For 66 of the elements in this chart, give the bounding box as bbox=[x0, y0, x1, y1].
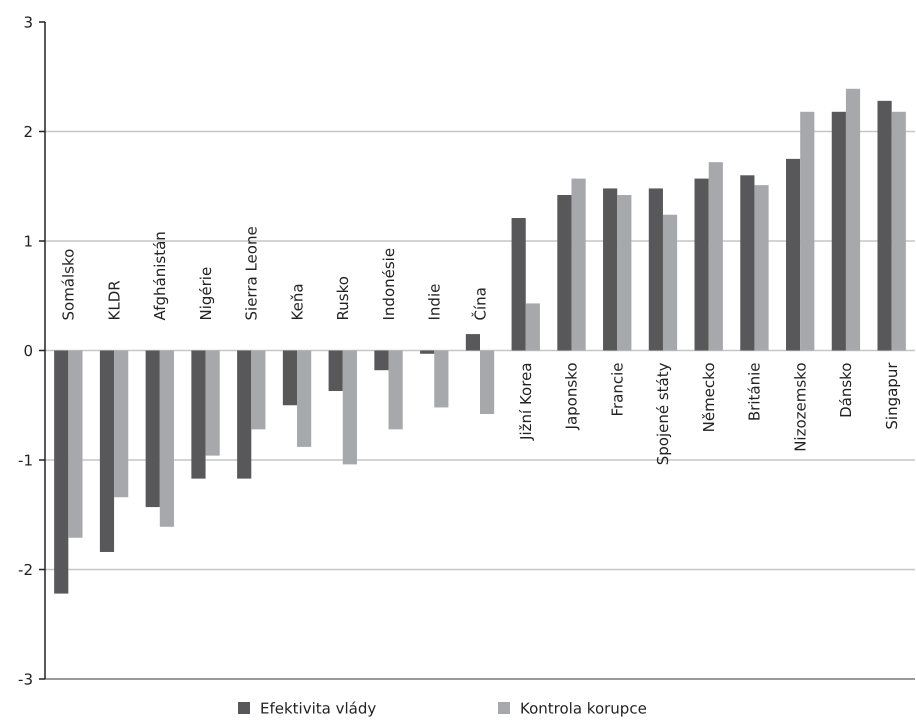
bar bbox=[388, 350, 403, 430]
legend-label: Kontrola korupce bbox=[520, 699, 647, 718]
x-tick-label: Spojené státy bbox=[654, 362, 672, 466]
bar bbox=[237, 350, 252, 479]
bar bbox=[100, 350, 114, 552]
bar bbox=[434, 350, 448, 408]
bar bbox=[708, 162, 723, 350]
y-tick-label: -3 bbox=[18, 670, 33, 688]
x-tick-label: Nigérie bbox=[196, 266, 215, 320]
y-tick-label: -1 bbox=[18, 451, 33, 470]
bar bbox=[892, 112, 906, 350]
bar bbox=[557, 195, 572, 350]
bar bbox=[617, 195, 632, 350]
bar bbox=[832, 112, 846, 350]
bar bbox=[54, 350, 68, 594]
x-tick-label: Sierra Leone bbox=[242, 226, 261, 320]
y-tick-label: 2 bbox=[23, 122, 33, 141]
x-tick-label: Japonsko bbox=[562, 362, 581, 430]
x-tick-label: KLDR bbox=[105, 280, 124, 320]
bar bbox=[754, 185, 769, 350]
bar bbox=[466, 334, 480, 350]
bar bbox=[786, 158, 800, 350]
bar bbox=[603, 188, 618, 350]
x-tick-label: Čína bbox=[471, 287, 490, 320]
bar bbox=[571, 178, 586, 350]
bar bbox=[648, 188, 663, 350]
bar bbox=[526, 303, 540, 350]
bar bbox=[68, 350, 83, 538]
bar bbox=[480, 350, 494, 414]
y-tick-label: -2 bbox=[18, 560, 33, 579]
y-tick-label: 1 bbox=[23, 232, 33, 250]
x-tick-label: Německo bbox=[700, 362, 718, 432]
x-tick-label: Francie bbox=[608, 362, 626, 417]
x-tick-label: Indie bbox=[426, 284, 444, 320]
bar bbox=[328, 350, 343, 392]
bar bbox=[846, 88, 860, 350]
bar bbox=[206, 350, 220, 456]
y-tick-label: 3 bbox=[23, 13, 33, 32]
x-tick-label: Rusko bbox=[334, 276, 352, 320]
bar bbox=[420, 350, 434, 354]
x-tick-label: Indonésie bbox=[380, 248, 398, 320]
legend-label: Efektivita vlády bbox=[260, 699, 376, 718]
x-tick-label: Keňa bbox=[288, 283, 306, 320]
bar bbox=[694, 178, 709, 350]
bar bbox=[251, 350, 266, 430]
bar bbox=[160, 350, 174, 527]
bar bbox=[342, 350, 357, 464]
bar bbox=[114, 350, 128, 498]
bar bbox=[297, 350, 312, 447]
bar bbox=[146, 350, 160, 508]
x-tick-label: Singapur bbox=[882, 362, 901, 430]
y-tick-label: 0 bbox=[23, 342, 33, 360]
x-tick-label: Dánsko bbox=[837, 362, 856, 418]
x-tick-label: Británie bbox=[746, 362, 764, 422]
bar bbox=[374, 350, 389, 370]
bar bbox=[282, 350, 298, 406]
bar bbox=[662, 214, 678, 350]
x-tick-label: Nizozemsko bbox=[791, 362, 810, 452]
bar bbox=[800, 112, 814, 350]
bar bbox=[740, 175, 754, 350]
x-tick-label: Afghánistán bbox=[151, 231, 170, 320]
x-tick-label: Somálsko bbox=[60, 248, 78, 320]
bar bbox=[191, 350, 206, 479]
x-tick-label: Jižní Korea bbox=[516, 362, 535, 441]
bar bbox=[877, 100, 892, 350]
bar bbox=[512, 218, 526, 350]
